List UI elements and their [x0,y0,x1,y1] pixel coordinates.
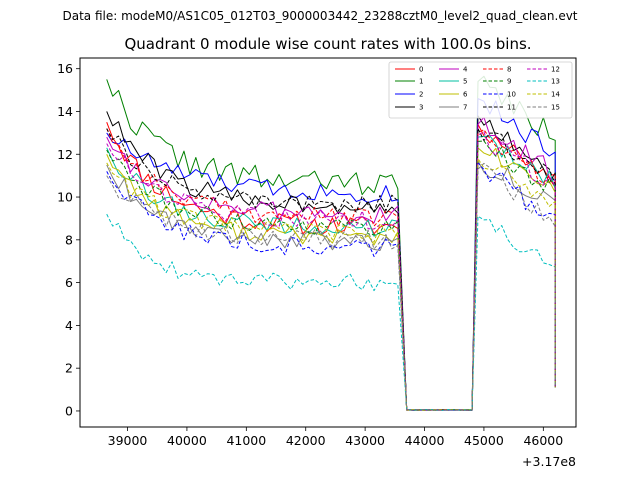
chart-title: Quadrant 0 module wise count rates with … [124,35,531,53]
x-tick-label: 42000 [286,433,326,448]
y-tick-label: 0 [65,403,73,418]
x-tick-label: 45000 [464,433,504,448]
x-tick-label: 46000 [523,433,563,448]
legend-label-4: 4 [463,66,468,74]
x-offset-label: +3.17e8 [522,454,576,469]
y-tick-label: 16 [57,61,73,76]
x-tick-label: 39000 [108,433,148,448]
legend-label-1: 1 [419,78,423,86]
legend-label-9: 9 [507,78,511,86]
y-tick-label: 6 [65,275,73,290]
series-line-11 [106,128,556,411]
legend-label-5: 5 [463,78,467,86]
y-tick-label: 8 [65,232,73,247]
legend-label-10: 10 [507,91,516,99]
legend-label-14: 14 [551,91,560,99]
legend-label-11: 11 [507,104,516,112]
legend-box [388,61,573,119]
x-tick-label: 41000 [226,433,266,448]
series-line-10 [106,162,556,411]
y-axis: 0 2 4 6 8 10 12 14 16 [57,61,80,418]
series-line-14 [106,158,556,411]
legend-label-7: 7 [463,104,467,112]
legend-label-13: 13 [551,78,560,86]
series-line-4 [106,116,556,411]
figure-suptitle: Data file: modeM0/AS1C05_012T03_90000034… [62,9,577,23]
x-axis: 39000 40000 41000 42000 43000 44000 45000 46000 [108,427,563,448]
series-line-6 [106,147,556,411]
legend-label-0: 0 [419,66,423,74]
series-line-9 [106,140,556,411]
y-tick-label: 2 [65,361,73,376]
series-line-13 [106,213,556,411]
legend-label-6: 6 [463,91,468,99]
legend-label-2: 2 [419,91,423,99]
y-tick-label: 12 [57,147,73,162]
x-tick-label: 43000 [345,433,385,448]
plot-frame [79,57,577,428]
x-tick-label: 44000 [405,433,445,448]
y-tick-label: 10 [57,190,73,205]
x-tick-label: 40000 [167,433,207,448]
legend-label-3: 3 [419,104,423,112]
y-tick-label: 14 [57,104,73,119]
legend-label-8: 8 [507,66,511,74]
series-layer [106,75,556,411]
series-line-12 [106,131,556,411]
series-line-8 [106,128,556,411]
legend-label-12: 12 [551,66,560,74]
legend-label-15: 15 [551,104,560,112]
series-line-15 [106,162,556,411]
y-tick-label: 4 [65,318,73,333]
